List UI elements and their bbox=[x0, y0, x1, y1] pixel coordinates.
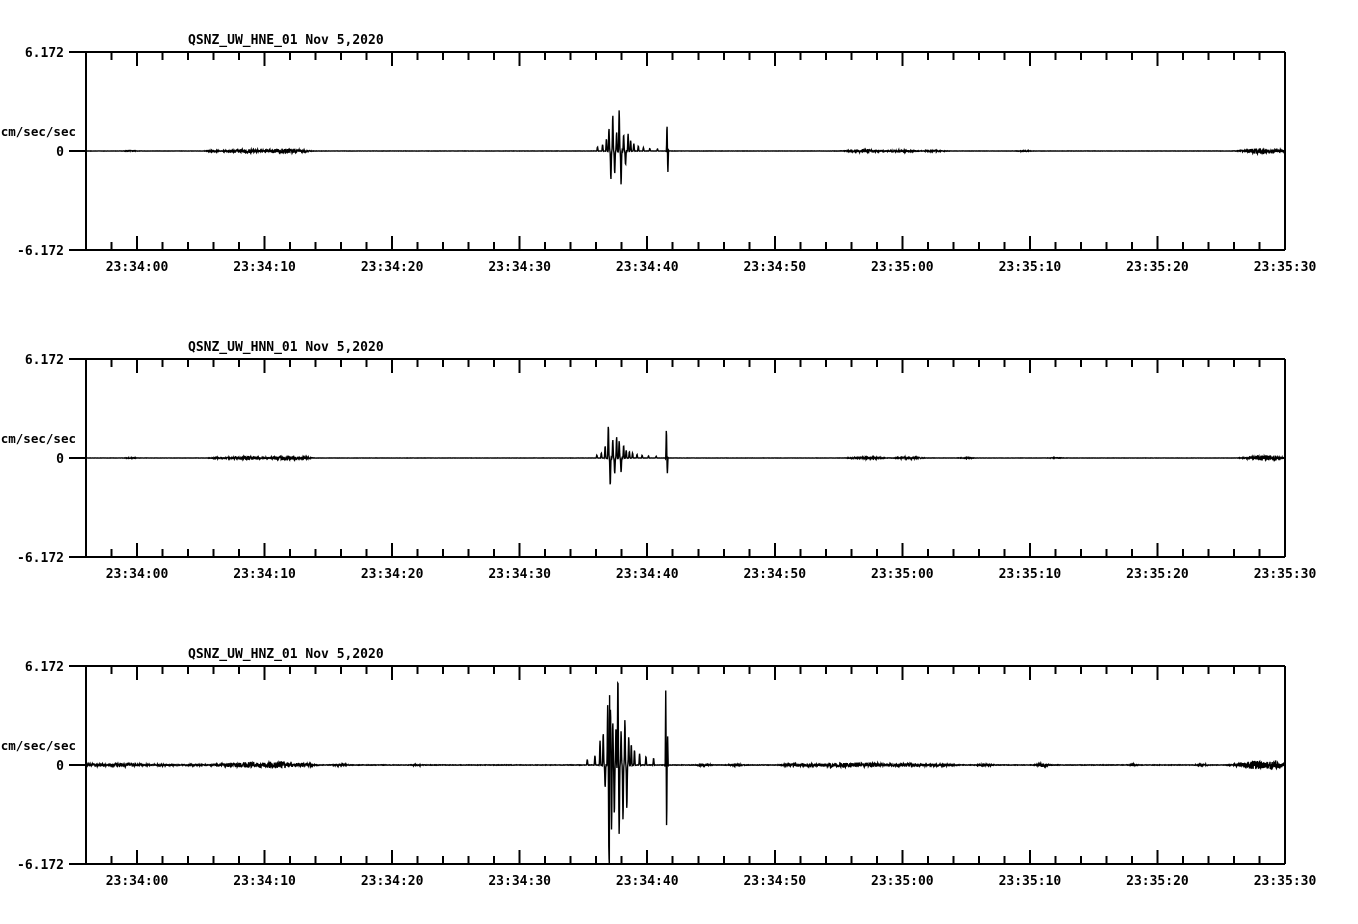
x-axis-tick-label: 23:34:20 bbox=[361, 567, 424, 582]
y-axis-max-label: 6.172 bbox=[25, 660, 64, 675]
x-axis-ticks bbox=[85, 52, 1286, 250]
x-axis-ticks bbox=[85, 666, 1286, 864]
x-axis-tick-label: 23:35:30 bbox=[1254, 260, 1317, 275]
x-axis-tick-label: 23:35:00 bbox=[871, 567, 934, 582]
x-axis-tick-label: 23:34:10 bbox=[233, 567, 296, 582]
x-axis-tick-label: 23:34:10 bbox=[233, 874, 296, 889]
x-axis-tick-label: 23:35:20 bbox=[1126, 260, 1189, 275]
x-axis-tick-label: 23:34:30 bbox=[488, 874, 551, 889]
x-axis-tick-label: 23:34:50 bbox=[743, 567, 806, 582]
x-axis-tick-label: 23:35:10 bbox=[999, 874, 1062, 889]
x-axis-tick-label: 23:35:30 bbox=[1254, 874, 1317, 889]
x-axis-tick-label: 23:34:40 bbox=[616, 874, 679, 889]
y-axis-min-label: -6.172 bbox=[17, 551, 64, 566]
x-axis-tick-label: 23:34:00 bbox=[106, 874, 169, 889]
y-axis-zero-label: 0 bbox=[56, 452, 64, 467]
x-axis-tick-label: 23:34:50 bbox=[743, 874, 806, 889]
x-axis-tick-label: 23:34:30 bbox=[488, 260, 551, 275]
waveform-trace bbox=[85, 110, 1286, 185]
y-axis-ticks bbox=[69, 665, 1285, 865]
x-axis-tick-labels: 23:34:00 23:34:10 23:34:20 23:34:30 23:34:40… bbox=[106, 874, 1317, 889]
x-axis-tick-label: 23:35:00 bbox=[871, 874, 934, 889]
y-axis-units-label: cm/sec/sec bbox=[1, 738, 76, 753]
plot-frame bbox=[85, 665, 1286, 865]
y-axis-max-label: 6.172 bbox=[25, 353, 64, 368]
x-axis-tick-label: 23:35:10 bbox=[999, 567, 1062, 582]
x-axis-tick-label: 23:35:30 bbox=[1254, 567, 1317, 582]
plot-frame bbox=[85, 51, 1286, 251]
y-axis-units-label: cm/sec/sec bbox=[1, 124, 76, 139]
waveform-trace bbox=[85, 680, 1286, 865]
x-axis-tick-label: 23:34:40 bbox=[616, 260, 679, 275]
waveform-trace bbox=[85, 426, 1286, 485]
x-axis-ticks bbox=[85, 359, 1286, 557]
x-axis-tick-label: 23:34:30 bbox=[488, 567, 551, 582]
y-axis-zero-label: 0 bbox=[56, 759, 64, 774]
y-axis-max-label: 6.172 bbox=[25, 46, 64, 61]
y-axis-ticks bbox=[69, 51, 1285, 251]
x-axis-tick-labels: 23:34:00 23:34:10 23:34:20 23:34:30 23:34:40… bbox=[106, 260, 1317, 275]
y-axis-min-label: -6.172 bbox=[17, 244, 64, 259]
panel-title: QSNZ_UW_HNE_01 Nov 5,2020 bbox=[188, 33, 384, 48]
panel-title: QSNZ_UW_HNZ_01 Nov 5,2020 bbox=[188, 647, 384, 662]
x-axis-tick-label: 23:34:50 bbox=[743, 260, 806, 275]
x-axis-tick-label: 23:35:00 bbox=[871, 260, 934, 275]
y-axis-min-label: -6.172 bbox=[17, 858, 64, 873]
x-axis-tick-label: 23:34:00 bbox=[106, 567, 169, 582]
x-axis-tick-label: 23:34:10 bbox=[233, 260, 296, 275]
y-axis-ticks bbox=[69, 358, 1285, 558]
x-axis-tick-label: 23:35:20 bbox=[1126, 874, 1189, 889]
x-axis-tick-label: 23:34:00 bbox=[106, 260, 169, 275]
x-axis-tick-label: 23:34:40 bbox=[616, 567, 679, 582]
x-axis-tick-label: 23:35:10 bbox=[999, 260, 1062, 275]
panel-title: QSNZ_UW_HNN_01 Nov 5,2020 bbox=[188, 340, 384, 355]
x-axis-tick-labels: 23:34:00 23:34:10 23:34:20 23:34:30 23:34:40… bbox=[106, 567, 1317, 582]
y-axis-units-label: cm/sec/sec bbox=[1, 431, 76, 446]
y-axis-zero-label: 0 bbox=[56, 145, 64, 160]
plot-frame bbox=[85, 358, 1286, 558]
x-axis-tick-label: 23:35:20 bbox=[1126, 567, 1189, 582]
x-axis-tick-label: 23:34:20 bbox=[361, 260, 424, 275]
x-axis-tick-label: 23:34:20 bbox=[361, 874, 424, 889]
